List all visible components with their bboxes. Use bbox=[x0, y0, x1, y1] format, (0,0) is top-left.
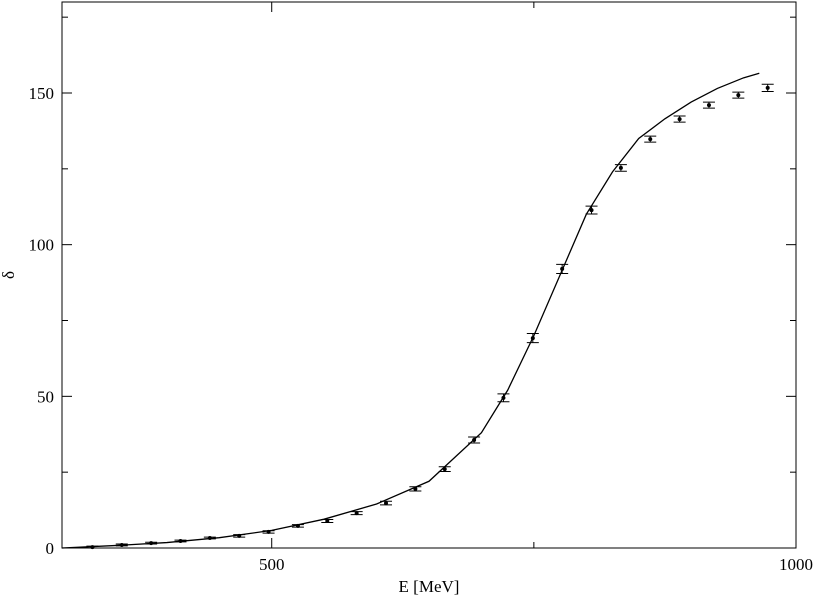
data-point bbox=[765, 85, 770, 90]
data-point bbox=[413, 486, 418, 491]
data-point bbox=[530, 336, 535, 341]
data-point bbox=[266, 529, 271, 534]
y-tick-label: 0 bbox=[46, 539, 55, 558]
data-point bbox=[90, 545, 95, 550]
x-tick-label: 500 bbox=[259, 555, 285, 574]
data-point bbox=[325, 519, 330, 524]
data-point bbox=[207, 535, 212, 540]
plot-frame bbox=[61, 1, 797, 549]
x-tick-label: 1000 bbox=[779, 555, 813, 574]
data-point bbox=[618, 165, 623, 170]
y-tick-label: 50 bbox=[37, 387, 54, 406]
data-point bbox=[736, 93, 741, 98]
data-point bbox=[295, 523, 300, 528]
data-point bbox=[501, 395, 506, 400]
model-curve bbox=[61, 72, 760, 549]
y-tick-label: 150 bbox=[29, 84, 55, 103]
x-axis-label: E [MeV] bbox=[399, 577, 460, 596]
data-point bbox=[472, 438, 477, 443]
data-point bbox=[442, 467, 447, 472]
data-point bbox=[354, 511, 359, 516]
data-point bbox=[237, 533, 242, 538]
data-point bbox=[384, 501, 389, 506]
data-point bbox=[560, 266, 565, 271]
data-point bbox=[706, 103, 711, 108]
data-point bbox=[149, 541, 154, 546]
data-point bbox=[119, 542, 124, 547]
y-tick-label: 100 bbox=[29, 236, 55, 255]
data-point bbox=[589, 208, 594, 213]
data-point bbox=[178, 539, 183, 544]
data-point bbox=[677, 117, 682, 122]
data-point bbox=[648, 137, 653, 142]
y-axis-label: δ bbox=[0, 271, 18, 279]
